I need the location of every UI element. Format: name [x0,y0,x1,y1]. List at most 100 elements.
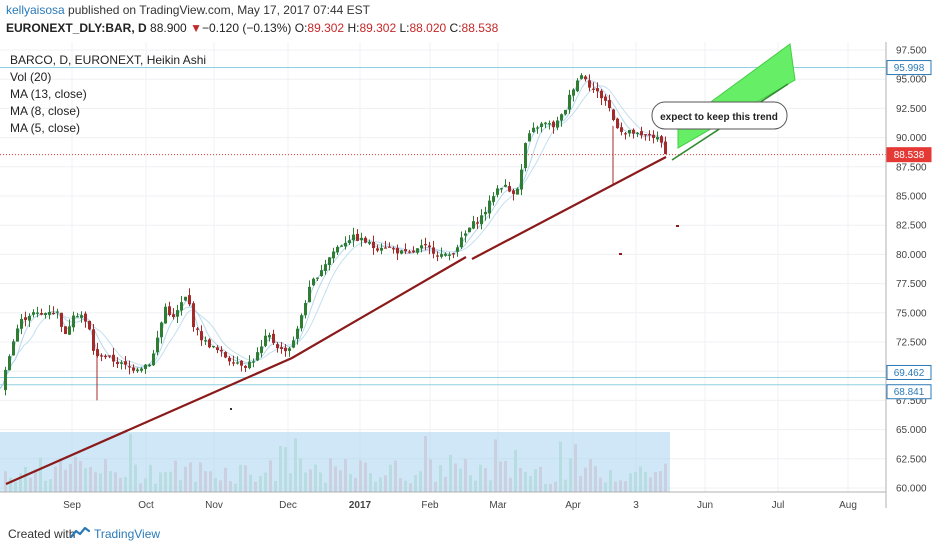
candle-body [540,123,543,127]
time-tick-label: Sep [63,500,81,511]
candle-body [184,296,187,301]
candle-body [284,347,287,352]
candle-body [272,333,275,343]
legend-vol[interactable]: Vol (20) [10,70,52,84]
candle-body [12,341,15,356]
candle-body [384,247,387,249]
candle-body [136,369,139,372]
candle-body [588,80,591,88]
legend-title[interactable]: BARCO, D, EURONEXT, Heikin Ashi [10,53,207,67]
candle-body [624,133,627,135]
price-tick-label: 72.500 [896,338,927,349]
candle-body [268,335,271,338]
candle-body [296,328,299,339]
candle-body [128,366,131,368]
candles [4,73,667,401]
price-axis[interactable]: 97.500 95.000 92.500 90.000 87.500 85.000 82.5… [885,42,932,508]
price-tick-label: 92.500 [896,104,927,115]
candle-body [280,347,283,349]
candle-body [156,337,159,353]
candle-body [144,364,147,370]
published-text: published on TradingView.com, May 17, 20… [64,3,371,17]
candle-body [532,127,535,132]
candle-body [452,253,455,255]
candle-body [416,248,419,253]
candle-body [440,254,443,257]
candle-body [48,311,51,315]
candle-body [100,355,103,357]
candle-body [664,141,667,155]
time-axis[interactable]: Sep Oct Nov Dec 2017 Feb Mar Apr 3 Jun Jul Aug [0,491,886,511]
price-tick-label: 77.500 [896,279,927,290]
candle-body [60,312,63,327]
annotation-bubble [651,101,788,130]
candle-body [508,186,511,192]
candle-body [512,190,515,194]
tradingview-brand-link[interactable]: TradingView [94,527,161,541]
candle-body [16,328,19,342]
candle-body [428,245,431,248]
candle-body [224,352,227,358]
symbol-name[interactable]: EURONEXT_DLY:BAR, D [6,21,147,35]
candle-body [660,136,663,143]
candle-body [488,200,491,214]
candle-body [612,109,615,121]
candle-body [312,278,315,286]
candle-body [112,354,115,362]
drawings[interactable]: expect to keep this trend [5,43,796,486]
close-value: 88.538 [461,21,499,35]
candle-body [324,264,327,271]
candle-body [412,250,415,253]
time-tick-label: 2017 [349,500,372,511]
candle-body [636,132,639,134]
candle-body [84,313,87,322]
legend-ma13[interactable]: MA (13, close) [10,87,87,101]
candle-body [640,131,643,136]
price-tick-label: 62.500 [896,454,927,465]
candle-body [92,329,95,351]
price-level-label: 68.841 [894,387,925,398]
candle-body [484,211,487,215]
candle-body [64,326,67,335]
candle-body [616,118,619,129]
candle-body [56,311,59,313]
time-tick-label: Apr [565,500,581,511]
candle-body [648,134,651,136]
candle-body [656,137,659,140]
candle-body [592,88,595,90]
legend-ma8[interactable]: MA (8, close) [10,104,81,118]
candle-body [192,303,195,328]
candle-body [480,215,483,225]
high-label: H: [347,21,360,35]
horizontal-levels [0,67,886,386]
candle-body [256,352,259,361]
candle-body [308,286,311,303]
legend-ma5[interactable]: MA (5, close) [10,121,81,135]
price-tick-label: 80.000 [896,250,927,261]
support-trendline [5,256,467,486]
candle-body [152,353,155,366]
candle-body [344,242,347,247]
publish-info: kellyaisosa published on TradingView.com… [6,3,370,17]
candle-body [448,254,451,256]
low-value: 88.020 [409,21,447,35]
created-with-text: Created with [8,527,76,541]
candle-body [604,96,607,101]
candle-body [632,129,635,134]
time-tick-label: Mar [489,500,507,511]
candle-body [400,250,403,254]
candle-body [8,356,11,371]
support-trendline-2 [471,156,667,260]
price-chart[interactable]: expect to keep this trend 97.500 95.000 92… [0,42,932,518]
author-link[interactable]: kellyaisosa [6,3,65,17]
candle-body [160,322,163,338]
candle-body [244,365,247,368]
candle-body [552,121,555,128]
candle-body [148,364,151,367]
candle-body [368,241,371,244]
volume-area [0,432,670,492]
candle-body [392,248,395,250]
candle-body [76,316,79,318]
candle-body [120,362,123,364]
close-label: C: [449,21,462,35]
